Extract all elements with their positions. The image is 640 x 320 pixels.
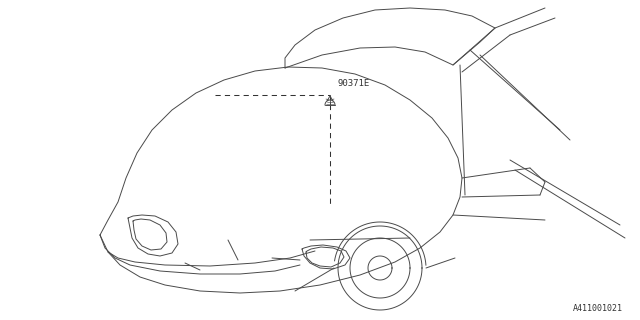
Text: 90371E: 90371E (338, 79, 371, 88)
Text: A411001021: A411001021 (573, 304, 623, 313)
